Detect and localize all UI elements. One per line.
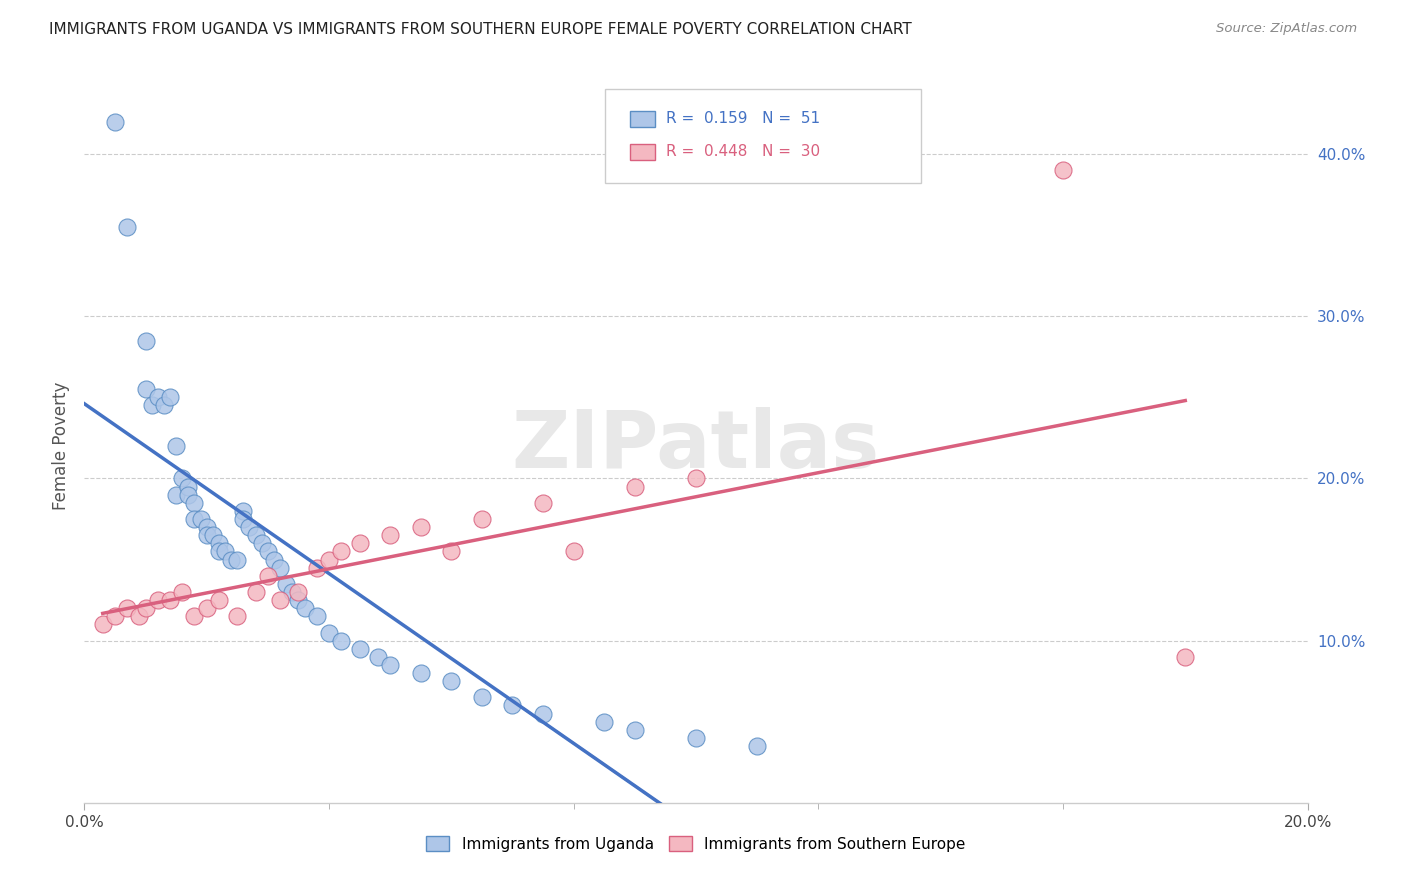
Point: [318, 625, 340, 640]
Point: [232, 512, 254, 526]
Point: [91, 617, 114, 632]
Point: [214, 544, 236, 558]
Point: [165, 488, 187, 502]
Point: [685, 731, 707, 745]
Point: [183, 512, 205, 526]
Point: [330, 544, 353, 558]
Point: [287, 585, 309, 599]
Point: [287, 593, 309, 607]
Point: [562, 544, 585, 558]
Point: [128, 609, 150, 624]
Point: [349, 536, 371, 550]
Point: [367, 649, 389, 664]
Point: [250, 536, 273, 550]
Point: [115, 601, 138, 615]
Point: [593, 714, 616, 729]
Point: [159, 593, 181, 607]
Text: R =  0.448   N =  30: R = 0.448 N = 30: [666, 145, 821, 159]
Point: [349, 641, 371, 656]
Point: [380, 528, 402, 542]
Point: [195, 528, 218, 542]
Point: [263, 552, 285, 566]
Point: [305, 609, 328, 624]
Point: [624, 479, 647, 493]
Point: [195, 520, 218, 534]
Point: [172, 471, 194, 485]
Point: [330, 633, 353, 648]
Point: [238, 520, 260, 534]
Point: [201, 528, 224, 542]
Point: [219, 552, 242, 566]
Text: IMMIGRANTS FROM UGANDA VS IMMIGRANTS FROM SOUTHERN EUROPE FEMALE POVERTY CORRELA: IMMIGRANTS FROM UGANDA VS IMMIGRANTS FRO…: [49, 22, 912, 37]
Point: [135, 334, 157, 348]
Point: [1174, 649, 1197, 664]
Point: [165, 439, 187, 453]
Point: [257, 544, 280, 558]
Point: [177, 488, 200, 502]
Point: [245, 528, 267, 542]
Point: [159, 390, 181, 404]
Point: [281, 585, 304, 599]
Point: [104, 114, 127, 128]
Point: [747, 739, 769, 753]
Y-axis label: Female Poverty: Female Poverty: [52, 382, 70, 510]
Point: [208, 544, 231, 558]
Text: Source: ZipAtlas.com: Source: ZipAtlas.com: [1216, 22, 1357, 36]
Point: [135, 382, 157, 396]
Point: [624, 723, 647, 737]
Text: R =  0.159   N =  51: R = 0.159 N = 51: [666, 112, 821, 126]
Point: [685, 471, 707, 485]
Point: [208, 536, 231, 550]
Point: [226, 609, 249, 624]
Point: [177, 479, 200, 493]
Point: [141, 399, 163, 413]
Point: [305, 560, 328, 574]
Point: [115, 220, 138, 235]
Point: [195, 601, 218, 615]
Point: [269, 593, 291, 607]
Point: [294, 601, 316, 615]
Point: [172, 585, 194, 599]
Point: [269, 560, 291, 574]
Point: [232, 504, 254, 518]
Point: [245, 585, 267, 599]
Point: [153, 399, 176, 413]
Point: [471, 512, 494, 526]
Point: [440, 544, 463, 558]
Point: [1052, 163, 1074, 178]
Point: [471, 690, 494, 705]
Legend: Immigrants from Uganda, Immigrants from Southern Europe: Immigrants from Uganda, Immigrants from …: [419, 828, 973, 859]
Point: [208, 593, 231, 607]
Point: [531, 706, 554, 721]
Point: [531, 496, 554, 510]
Point: [409, 520, 432, 534]
Point: [380, 657, 402, 672]
Point: [183, 609, 205, 624]
Point: [190, 512, 212, 526]
Point: [257, 568, 280, 582]
Point: [502, 698, 524, 713]
Point: [183, 496, 205, 510]
Point: [276, 577, 298, 591]
Point: [146, 593, 169, 607]
Text: ZIPatlas: ZIPatlas: [512, 407, 880, 485]
Point: [135, 601, 157, 615]
Point: [318, 552, 340, 566]
Point: [146, 390, 169, 404]
Point: [409, 666, 432, 681]
Point: [440, 674, 463, 689]
Point: [226, 552, 249, 566]
Point: [104, 609, 127, 624]
